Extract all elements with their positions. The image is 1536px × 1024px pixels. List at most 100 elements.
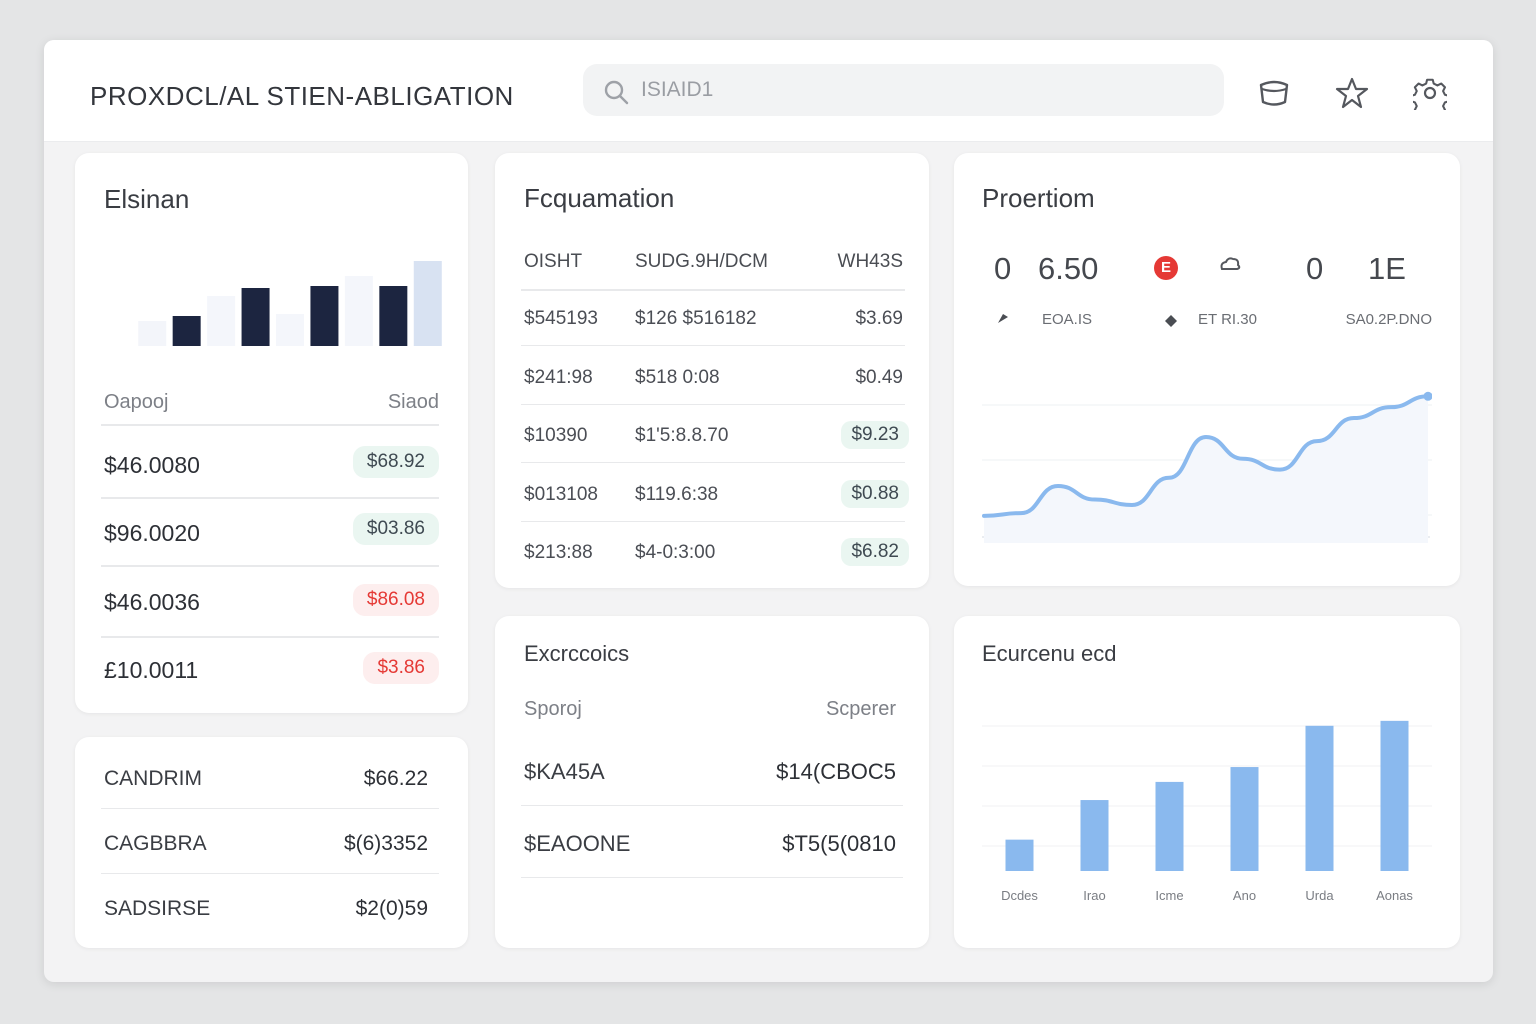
expenses-title: Excrccoics <box>524 641 630 666</box>
divider <box>521 345 905 346</box>
area-fill <box>984 396 1428 543</box>
divider <box>521 877 903 878</box>
proportion-card: Proertiom 0 6.50 E 0 1E EOA.IS ET RI.30 … <box>954 153 1460 586</box>
table-cell: $0.88 <box>841 479 909 508</box>
bar <box>241 288 270 346</box>
divider <box>101 808 439 809</box>
divider <box>521 462 905 463</box>
expenses-col-left: Sporoj <box>524 698 582 720</box>
table-cell: $9.23 <box>841 421 909 449</box>
table-cell: $4-0:3:00 <box>635 542 716 563</box>
divider <box>521 520 905 522</box>
categories-card: CANDRIM $66.22 CAGBBRA $(6)3352 SADSIRSE… <box>75 737 468 948</box>
series-line <box>982 394 1430 518</box>
expense-value: $T5(5(0810 <box>782 831 896 856</box>
table-card: Fcquamation OISHT SUDG.9H/DCM WH43S $545… <box>495 153 929 588</box>
change-badge: $86.08 <box>352 584 439 616</box>
change-badge: $3.86 <box>363 652 439 684</box>
x-tick-label: Urda <box>1305 888 1334 903</box>
bar <box>1005 839 1034 871</box>
bar <box>1230 767 1259 871</box>
star-icon[interactable] <box>1335 76 1369 110</box>
search-bar[interactable] <box>583 64 1224 116</box>
summary-col-left: Oapooj <box>104 391 169 413</box>
change-badge: $03.86 <box>352 513 439 545</box>
top-bar: PROXDCL/AL STIEN-ABLIGATION <box>44 40 1493 142</box>
bar <box>379 286 408 346</box>
table-header[interactable]: WH43S <box>837 251 903 272</box>
gear-icon[interactable] <box>1413 76 1447 110</box>
pin-icon <box>998 314 1008 323</box>
table-cell: $213:88 <box>524 542 593 563</box>
stat-value: 0 <box>1306 251 1324 286</box>
cup-icon[interactable] <box>1257 76 1291 110</box>
app-window: PROXDCL/AL STIEN-ABLIGATION Elsinan Oapo… <box>44 40 1493 982</box>
divider <box>101 636 439 638</box>
search-icon <box>604 80 629 105</box>
area-chart <box>982 391 1432 543</box>
table-cell: $0.49 <box>855 366 903 388</box>
stat-caption: ET RI.30 <box>1198 311 1257 328</box>
end-point <box>1423 391 1432 401</box>
bar <box>1155 781 1184 871</box>
stat-caption: SA0.2P.DNO <box>1345 311 1432 328</box>
category-value: $66.22 <box>363 767 428 790</box>
table-title: Fcquamation <box>524 183 675 213</box>
summary-card: Elsinan Oapooj Siaod $46.0080 $68.92 $96… <box>75 153 468 713</box>
divider <box>521 289 905 291</box>
table-cell: $6.82 <box>841 538 909 566</box>
table-cell: $241:98 <box>524 366 593 388</box>
economy-title: Ecurcenu ecd <box>982 641 1117 666</box>
table-cell: $10390 <box>524 425 588 446</box>
search-input[interactable] <box>641 74 1201 106</box>
summary-col-right: Siaod <box>387 391 439 413</box>
table-cell: $119.6:38 <box>635 483 719 505</box>
change-badge: $68.92 <box>352 446 439 478</box>
category-value: $2(0)59 <box>355 897 428 920</box>
table-header[interactable]: OISHT <box>524 251 583 272</box>
x-tick-label: Icme <box>1155 888 1184 903</box>
economy-bar-chart <box>982 720 1432 871</box>
table-cell: $3.69 <box>855 308 903 329</box>
divider <box>101 873 439 874</box>
expense-label: $EAOONE <box>524 831 631 856</box>
diamond-icon <box>1165 315 1177 327</box>
category-label: SADSIRSE <box>104 897 211 920</box>
summary-title: Elsinan <box>104 184 190 214</box>
table-header[interactable]: SUDG.9H/DCM <box>635 251 769 272</box>
divider <box>521 805 903 806</box>
cloud-icon <box>1220 257 1241 270</box>
expenses-col-right: Scperer <box>825 698 896 720</box>
bar <box>207 296 236 346</box>
stat-value: 0 <box>994 251 1012 286</box>
bar <box>413 261 442 346</box>
stat-caption: EOA.IS <box>1042 311 1093 328</box>
x-tick-label: Dcdes <box>1001 888 1038 903</box>
divider <box>101 497 439 499</box>
stat-value: 6.50 <box>1038 251 1099 286</box>
expense-label: $KA45A <box>524 759 605 784</box>
economy-card: Ecurcenu ecd Dcdes Irao Icme Ano Urda Aonas <box>954 616 1460 948</box>
amount: £10.0011 <box>104 657 199 683</box>
table-cell: $126 $516182 <box>635 308 757 329</box>
stat-value: 1E <box>1368 251 1406 286</box>
table-cell: $013108 <box>524 483 598 505</box>
bar <box>1080 800 1109 871</box>
bar <box>1380 720 1409 871</box>
expense-value: $14(CBOC5 <box>776 759 896 784</box>
table-cell: $518 0:08 <box>635 366 720 388</box>
amount: $96.0020 <box>104 520 200 546</box>
bar <box>1305 725 1334 871</box>
bar <box>310 286 339 346</box>
bar <box>138 321 167 346</box>
category-label: CANDRIM <box>104 767 202 790</box>
alert-badge[interactable]: E <box>1154 256 1178 280</box>
table-cell: $545193 <box>524 308 598 329</box>
x-tick-label: Aonas <box>1376 888 1413 903</box>
divider <box>521 403 905 405</box>
category-label: CAGBBRA <box>104 832 207 855</box>
bar <box>172 316 201 346</box>
app-title: PROXDCL/AL STIEN-ABLIGATION <box>90 81 514 111</box>
expenses-card: Excrccoics Sporoj Scperer $KA45A $14(CBO… <box>495 616 929 948</box>
mini-bar-chart <box>138 261 442 346</box>
